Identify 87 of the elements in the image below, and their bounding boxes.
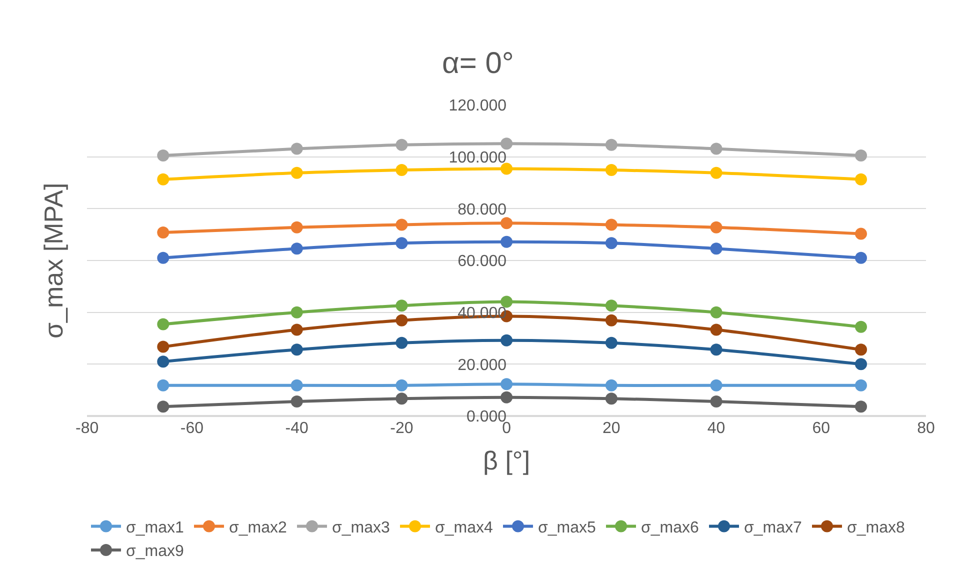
point [605, 336, 618, 349]
point [396, 300, 408, 312]
x-axis-title: β [°] [483, 446, 530, 476]
point [500, 378, 513, 390]
legend-label: σ_max2 [229, 519, 287, 536]
x-tick-label: -40 [285, 420, 309, 437]
point [605, 138, 618, 151]
point [500, 236, 513, 248]
point [157, 173, 170, 186]
point [290, 142, 303, 155]
y-axis-title: σ_max [MPA] [38, 182, 68, 338]
point [710, 379, 722, 392]
point [605, 300, 618, 312]
point [605, 314, 618, 326]
x-tick-label: 20 [602, 420, 620, 437]
point [605, 379, 618, 392]
point [854, 320, 867, 333]
point [605, 218, 618, 231]
legend-label: σ_max7 [744, 519, 802, 536]
point [710, 395, 722, 408]
point [290, 379, 303, 392]
point [854, 379, 867, 392]
point [854, 344, 867, 356]
x-tick-label: 80 [917, 420, 935, 437]
x-tick-label: 0 [502, 420, 512, 437]
y-tick-label: 120.000 [448, 98, 507, 115]
x-tick-label: -60 [180, 420, 204, 437]
point [396, 218, 408, 231]
point [157, 356, 170, 368]
point [500, 217, 513, 230]
point [290, 221, 303, 234]
point [710, 142, 722, 155]
point [710, 166, 722, 179]
point [157, 252, 170, 264]
y-tick-label: 20.000 [458, 356, 507, 374]
point [500, 334, 513, 346]
point [396, 379, 408, 392]
point [710, 324, 722, 336]
legend-label: σ_max4 [435, 519, 493, 536]
point [157, 226, 170, 239]
y-tick-label: 80.000 [458, 201, 507, 218]
legend-label: σ_max1 [126, 519, 184, 536]
point [290, 344, 303, 356]
point [290, 242, 303, 255]
point [500, 391, 513, 404]
point [396, 336, 408, 349]
point [157, 340, 170, 353]
point [290, 324, 303, 336]
point [290, 395, 303, 408]
point [710, 242, 722, 255]
y-tick-label: 100.000 [448, 149, 507, 166]
point [157, 150, 170, 162]
point [500, 162, 513, 175]
x-tick-label: -80 [76, 420, 99, 437]
legend-label: σ_max6 [641, 519, 699, 536]
x-tick-label: -20 [390, 420, 414, 437]
point [290, 306, 303, 318]
legend-label: σ_max5 [538, 519, 596, 536]
x-tick-label: 60 [812, 420, 830, 437]
point [157, 400, 170, 413]
point [396, 138, 408, 151]
point [396, 314, 408, 326]
point [854, 173, 867, 186]
legend-label: σ_max3 [332, 519, 390, 536]
point [710, 306, 722, 318]
y-tick-label: 60.000 [458, 253, 507, 270]
point [605, 392, 618, 405]
point [605, 164, 618, 176]
legend-label: σ_max8 [847, 519, 905, 536]
point [854, 400, 867, 413]
point [854, 150, 867, 162]
point [854, 252, 867, 264]
point [396, 164, 408, 176]
point [854, 358, 867, 370]
point [605, 237, 618, 250]
point [396, 392, 408, 405]
point [396, 237, 408, 250]
point [157, 318, 170, 330]
point [500, 138, 513, 150]
chart-title: α= 0° [442, 47, 514, 80]
x-tick-label: 40 [707, 420, 726, 437]
point [710, 344, 722, 356]
point [854, 228, 867, 240]
point [500, 296, 513, 308]
point [710, 221, 722, 234]
point [157, 379, 170, 392]
point [290, 166, 303, 179]
